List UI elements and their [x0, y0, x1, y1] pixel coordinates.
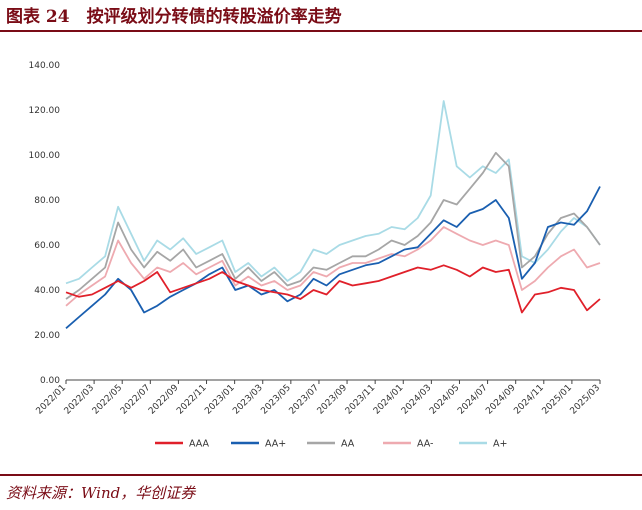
legend-label: A+	[493, 439, 507, 450]
legend-label: AAA	[189, 439, 210, 450]
series-line-aaplus	[65, 186, 601, 329]
x-tick-label: 2022/09	[147, 383, 181, 417]
y-tick-label: 20.00	[34, 331, 60, 341]
source-note: 资料来源：Wind，华创证券	[6, 484, 196, 502]
figure-title: 图表 24 按评级划分转债的转股溢价率走势	[6, 7, 342, 27]
x-tick-label: 2024/03	[400, 383, 434, 417]
x-tick-label: 2025/01	[541, 383, 575, 417]
legend-label: AA+	[265, 439, 286, 450]
x-tick-label: 2022/03	[63, 383, 97, 417]
legend-label: AA-	[417, 439, 433, 450]
x-tick-label: 2024/05	[428, 383, 462, 417]
x-tick-label: 2022/11	[175, 383, 209, 417]
premium-line-chart: 0.00 20.00 40.00 60.00 80.00 100.00 120.00 140.…	[29, 61, 603, 450]
legend: AAA AA+ AA AA- A+	[155, 439, 507, 450]
x-tick-label: 2024/11	[512, 383, 546, 417]
x-tick-label: 2023/01	[203, 383, 237, 417]
x-tick-label: 2023/11	[344, 383, 378, 417]
series-line-aaa	[65, 264, 601, 314]
y-axis-ticks: 0.00 20.00 40.00 60.00 80.00 100.00 120.00 140.…	[29, 61, 61, 386]
x-tick-label: 2023/07	[288, 383, 322, 417]
y-tick-label: 40.00	[34, 286, 60, 296]
series-lines	[65, 100, 601, 329]
x-tick-label: 2024/07	[456, 383, 490, 417]
x-tick-label: 2023/05	[259, 383, 293, 417]
footer-rule	[0, 474, 642, 476]
x-tick-label: 2022/01	[35, 383, 69, 417]
series-line-aplus	[65, 100, 601, 285]
y-tick-label: 100.00	[29, 151, 61, 161]
x-tick-label: 2023/09	[316, 383, 350, 417]
y-tick-label: 60.00	[34, 241, 60, 251]
x-tick-label: 2022/07	[119, 383, 153, 417]
x-tick-label: 2024/01	[372, 383, 406, 417]
legend-label: AA	[341, 439, 355, 450]
title-rule	[0, 30, 642, 32]
x-tick-label: 2024/09	[484, 383, 518, 417]
series-line-aaminus	[65, 226, 601, 307]
series-line-aa	[65, 151, 601, 300]
y-tick-label: 140.00	[29, 61, 61, 71]
x-axis: 2022/012022/032022/052022/072022/092022/…	[35, 379, 603, 417]
x-tick-label: 2022/05	[91, 383, 125, 417]
y-tick-label: 80.00	[34, 196, 60, 206]
y-tick-label: 0.00	[40, 376, 60, 386]
x-tick-label: 2025/03	[569, 383, 603, 417]
y-tick-label: 120.00	[29, 106, 61, 116]
x-tick-label: 2023/03	[231, 383, 265, 417]
